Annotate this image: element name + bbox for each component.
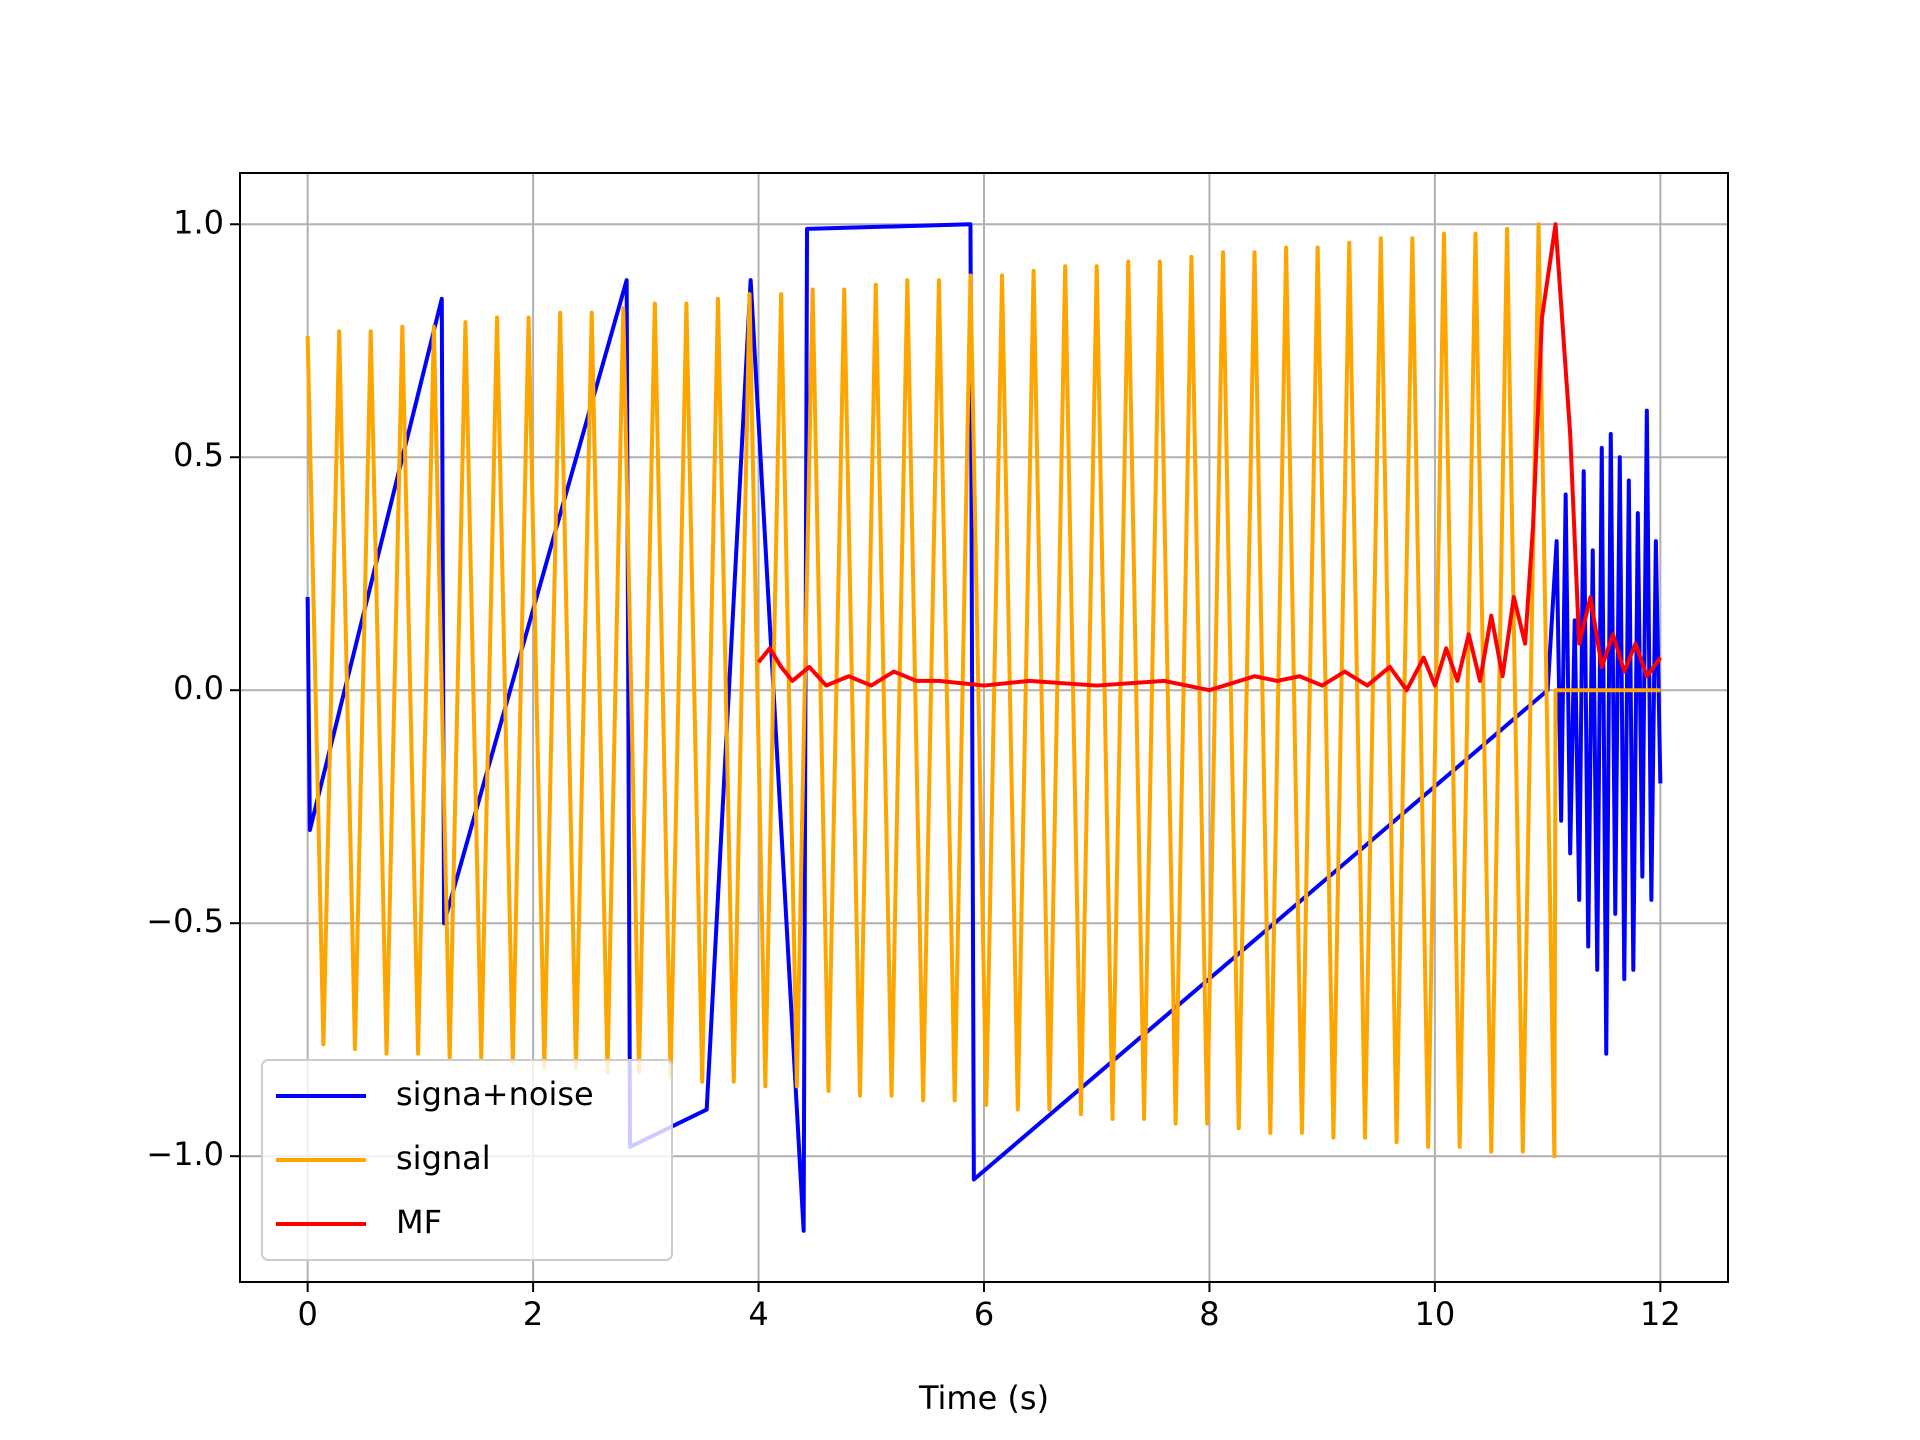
axes-frame bbox=[239, 172, 1729, 1283]
x-tick-label: 10 bbox=[1415, 1295, 1456, 1333]
x-tick-label: 8 bbox=[1199, 1295, 1219, 1333]
legend-box bbox=[261, 1059, 673, 1261]
x-axis-label: Time (s) bbox=[918, 1379, 1049, 1417]
series-line bbox=[305, 222, 1663, 1233]
legend-label: signa+noise bbox=[396, 1075, 594, 1113]
x-tick-label: 0 bbox=[297, 1295, 317, 1333]
legend-label: MF bbox=[396, 1203, 442, 1241]
y-tick-label: −0.5 bbox=[146, 902, 224, 940]
x-tick-label: 4 bbox=[748, 1295, 768, 1333]
y-tick-label: 1.0 bbox=[173, 203, 224, 241]
x-tick-label: 12 bbox=[1640, 1295, 1681, 1333]
legend-label: signal bbox=[396, 1139, 491, 1177]
series-line bbox=[305, 222, 1661, 1159]
plot-area bbox=[305, 222, 1663, 1233]
x-tick-label: 6 bbox=[974, 1295, 994, 1333]
y-tick-label: −1.0 bbox=[146, 1135, 224, 1173]
series-line bbox=[756, 222, 1662, 693]
y-tick-label: 0.0 bbox=[173, 669, 224, 707]
legend: signa+noise signal MF bbox=[261, 1059, 673, 1261]
x-tick-label: 2 bbox=[523, 1295, 543, 1333]
y-tick-label: 0.5 bbox=[173, 436, 224, 474]
